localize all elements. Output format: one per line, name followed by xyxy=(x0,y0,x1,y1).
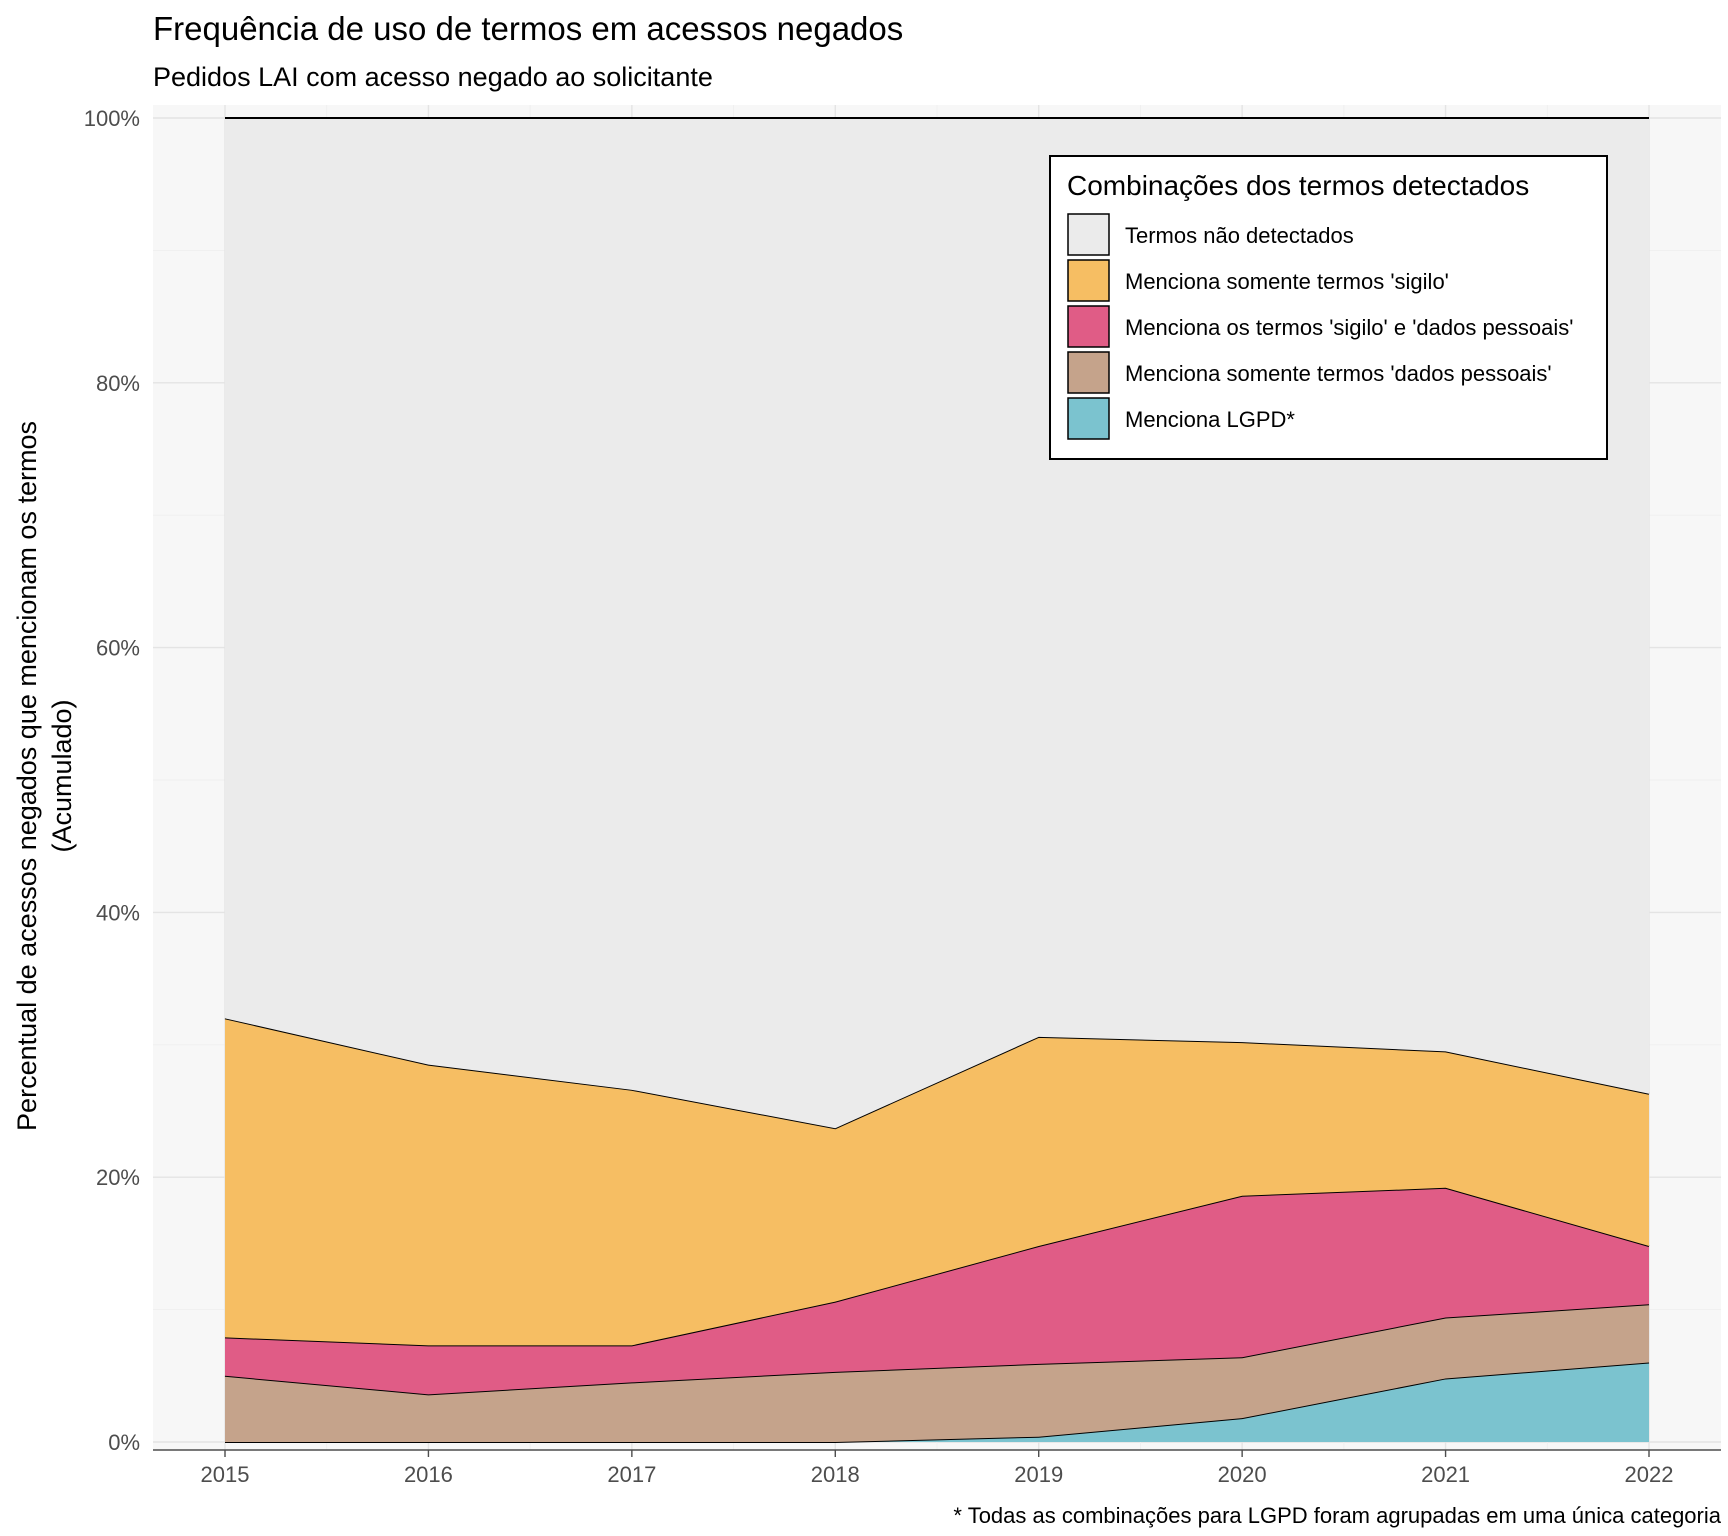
x-axis-ticks: 2015 2016 2017 2018 2019 2020 2021 2022 xyxy=(201,1450,1674,1487)
legend-swatch xyxy=(1067,351,1110,394)
area-menciona-somente-termos-sigilo xyxy=(225,1018,1649,1346)
legend-label: Menciona somente termos 'sigilo' xyxy=(1125,269,1449,294)
x-tick-label: 2017 xyxy=(607,1462,656,1487)
x-tick-label: 2022 xyxy=(1625,1462,1674,1487)
legend-box xyxy=(1049,155,1608,460)
legend-items: Termos não detectados Menciona somente te… xyxy=(1067,213,1573,440)
legend-label: Menciona os termos 'sigilo' e 'dados pes… xyxy=(1125,315,1573,340)
legend-swatch xyxy=(1067,305,1110,348)
y-tick-label: 40% xyxy=(96,900,140,925)
x-tick-label: 2018 xyxy=(811,1462,860,1487)
y-axis-title: Percentual de acessos negados que mencio… xyxy=(12,421,77,1131)
area-menciona-os-termos-sigilo-e-dados-pessoais xyxy=(225,1187,1649,1395)
y-axis-ticks: 0% 20% 40% 60% 80% 100% xyxy=(84,106,140,1455)
y-axis-title-line: Percentual de acessos negados que mencio… xyxy=(12,421,42,1131)
area-menciona-lgpd xyxy=(225,1362,1649,1442)
y-tick-label: 60% xyxy=(96,636,140,661)
y-tick-label: 80% xyxy=(96,371,140,396)
x-tick-label: 2021 xyxy=(1421,1462,1470,1487)
y-tick-label: 20% xyxy=(96,1165,140,1190)
y-axis-title-line: (Acumulado) xyxy=(47,699,77,852)
x-tick-label: 2015 xyxy=(201,1462,250,1487)
legend: Combinações dos termos detectados Termos… xyxy=(1049,155,1608,460)
legend-swatch xyxy=(1067,397,1110,440)
x-tick-label: 2016 xyxy=(404,1462,453,1487)
legend-label: Termos não detectados xyxy=(1125,223,1354,248)
y-tick-label: 0% xyxy=(108,1430,140,1455)
chart-caption: * Todas as combinações para LGPD foram a… xyxy=(953,1503,1721,1528)
x-tick-label: 2019 xyxy=(1014,1462,1063,1487)
legend-swatch xyxy=(1067,259,1110,302)
legend-swatch xyxy=(1067,213,1110,256)
legend-title: Combinações dos termos detectados xyxy=(1067,170,1529,201)
legend-label: Menciona somente termos 'dados pessoais' xyxy=(1125,361,1552,386)
x-tick-label: 2020 xyxy=(1218,1462,1267,1487)
chart-title: Frequência de uso de termos em acessos n… xyxy=(153,10,903,47)
chart-subtitle: Pedidos LAI com acesso negado ao solicit… xyxy=(153,62,713,92)
legend-label: Menciona LGPD* xyxy=(1125,407,1295,432)
area-menciona-somente-termos-dados-pessoais xyxy=(225,1304,1649,1442)
y-tick-label: 100% xyxy=(84,106,140,131)
